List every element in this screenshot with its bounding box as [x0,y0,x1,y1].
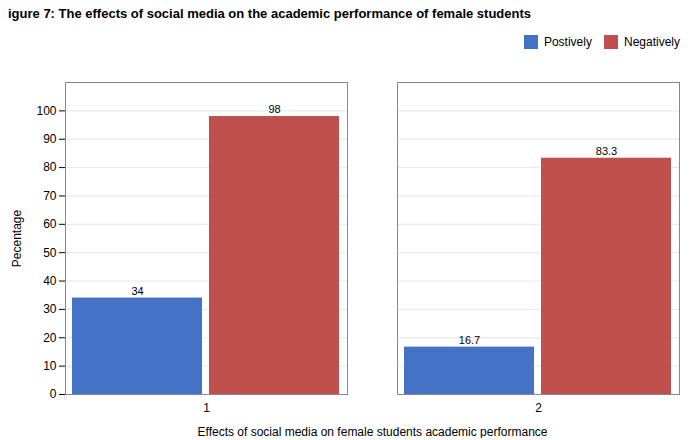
svg-text:1: 1 [203,401,210,415]
svg-text:98: 98 [268,103,280,115]
svg-text:16.7: 16.7 [459,334,480,346]
svg-text:60: 60 [43,217,57,231]
svg-text:20: 20 [43,331,57,345]
svg-text:Effects of social media on fem: Effects of social media on female studen… [198,425,548,439]
svg-text:100: 100 [36,104,56,118]
svg-text:40: 40 [43,274,57,288]
svg-text:83.3: 83.3 [596,145,617,157]
svg-text:2: 2 [535,401,542,415]
svg-text:10: 10 [43,359,57,373]
svg-text:80: 80 [43,160,57,174]
svg-text:34: 34 [131,285,143,297]
html-text:Negatively: Negatively [624,34,680,49]
svg-text:50: 50 [43,246,57,260]
svg-text:0: 0 [50,387,57,401]
svg-text:30: 30 [43,302,57,316]
svg-text:90: 90 [43,132,57,146]
html-text:Postively: Postively [543,34,592,49]
svg-text:70: 70 [43,189,57,203]
html-text:igure 7: The effects of social: igure 7: The effects of social media on … [8,6,531,21]
svg-text:Pecentage: Pecentage [10,209,24,267]
